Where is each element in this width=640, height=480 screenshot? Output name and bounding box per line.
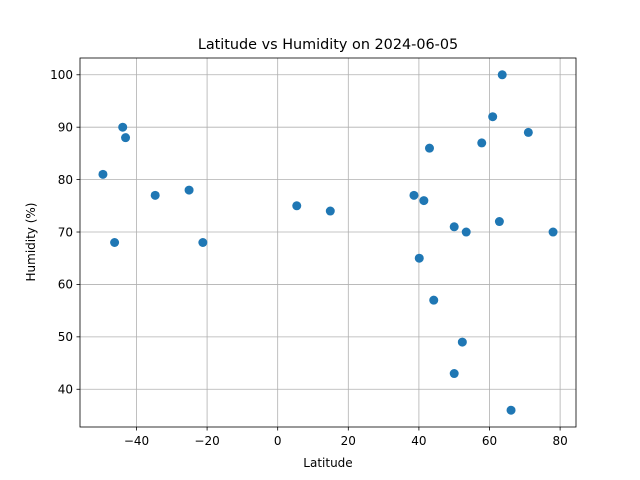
data-point — [497, 70, 507, 80]
chart-title: Latitude vs Humidity on 2024-06-05 — [198, 37, 458, 53]
data-point — [325, 206, 335, 216]
x-tick-label: 60 — [482, 434, 497, 448]
x-tick-label: −40 — [124, 434, 149, 448]
data-point — [414, 253, 424, 263]
y-tick-label: 70 — [58, 225, 73, 239]
data-point — [292, 201, 302, 211]
data-point — [488, 112, 498, 122]
x-tick-label: 0 — [274, 434, 282, 448]
x-tick-label: 20 — [341, 434, 356, 448]
data-point — [424, 143, 434, 153]
data-point — [494, 217, 504, 227]
data-point — [118, 122, 128, 132]
x-tick-label: 40 — [411, 434, 426, 448]
data-point — [110, 238, 120, 247]
y-axis-label: Humidity (%) — [24, 203, 38, 282]
data-point — [429, 295, 439, 305]
data-point — [409, 190, 419, 200]
data-point — [477, 138, 487, 148]
x-tick-label: −20 — [194, 434, 219, 448]
data-point — [121, 133, 131, 143]
data-point — [523, 127, 533, 137]
y-tick-label: 100 — [50, 68, 73, 82]
plot-area-frame — [79, 57, 577, 428]
data-point — [457, 337, 467, 347]
data-point — [548, 227, 558, 237]
y-tick-label: 50 — [58, 330, 73, 344]
data-point — [419, 196, 429, 206]
data-point — [98, 169, 108, 179]
x-tick-label: 80 — [552, 434, 567, 448]
data-point — [461, 227, 471, 237]
y-tick-label: 40 — [58, 383, 73, 397]
data-point — [506, 405, 516, 415]
y-tick-label: 80 — [58, 173, 73, 187]
data-point — [449, 369, 459, 379]
data-point — [449, 222, 459, 232]
y-tick-label: 60 — [58, 278, 73, 292]
data-point — [184, 185, 194, 195]
axis-ticks: −40 −20 0 20 40 60 80 40 50 60 70 80 90 100 — [50, 68, 568, 448]
x-axis-label: Latitude — [303, 456, 352, 470]
data-points — [98, 70, 558, 415]
data-point — [150, 190, 160, 200]
y-tick-label: 90 — [58, 120, 73, 134]
data-point — [198, 238, 208, 247]
